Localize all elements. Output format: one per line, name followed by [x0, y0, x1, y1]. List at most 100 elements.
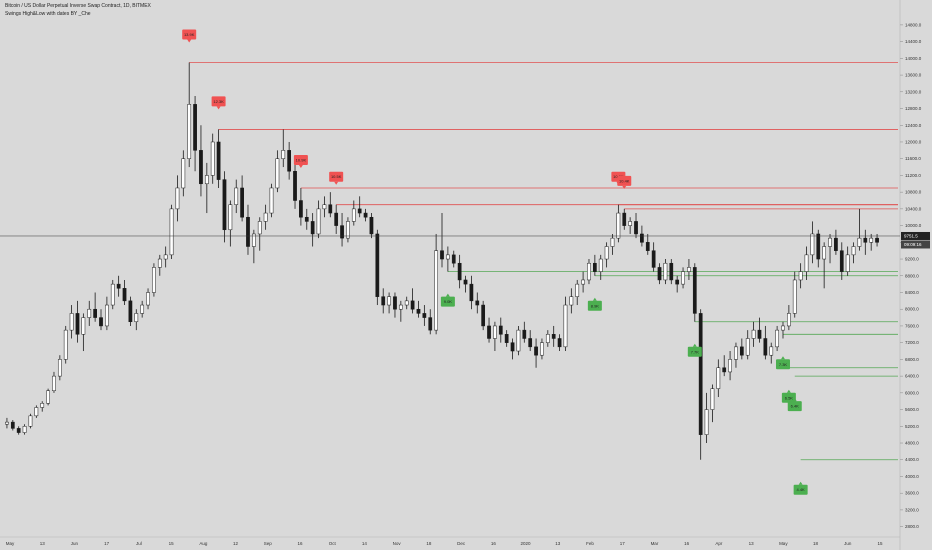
candle-body [581, 279, 585, 285]
candle-body [128, 300, 133, 323]
candle [10, 420, 15, 431]
swing-low-label: 6.4K [791, 404, 800, 409]
candle [722, 355, 727, 377]
candle-body [28, 415, 33, 427]
candle-body [281, 150, 286, 159]
candle-body [834, 237, 838, 251]
price-tick-label: 6400.0 [905, 374, 919, 379]
candle [687, 259, 691, 280]
candle [487, 317, 491, 343]
candle-body [616, 212, 621, 239]
chart-title: Bitcoin / US Dollar Perpetual Inverse Sw… [5, 3, 151, 9]
candle [75, 300, 80, 343]
candle-body [663, 262, 668, 281]
candle [469, 275, 474, 310]
candle-body [487, 325, 491, 339]
candle-body [622, 212, 627, 226]
candle-body [628, 221, 633, 226]
candle-body [592, 262, 597, 272]
candle-body [228, 204, 233, 231]
price-tick-label: 8000.0 [905, 307, 919, 312]
price-tick-label: 12000.0 [905, 139, 922, 144]
candle-body [410, 300, 415, 310]
candle-body [810, 233, 815, 256]
candle [575, 279, 580, 306]
swing-high-pointer [187, 39, 192, 43]
candle [463, 275, 468, 293]
candle-body [804, 254, 809, 272]
price-tick-label: 7200.0 [905, 340, 919, 345]
candle [592, 254, 597, 276]
current-price: 9751.5 09:09:16 [0, 231, 930, 249]
candle-body [657, 267, 662, 281]
candle-body [299, 200, 303, 218]
candle-body [275, 158, 280, 189]
price-tick-label: 13200.0 [905, 89, 922, 94]
candle-body [257, 221, 262, 235]
candle-body [240, 187, 244, 218]
candle [181, 150, 186, 197]
swing-high-pointer [334, 181, 339, 185]
candle [210, 133, 215, 184]
candle-body [416, 308, 421, 314]
candle [622, 208, 627, 230]
candle [757, 317, 762, 343]
candle-body [775, 329, 779, 348]
candle [657, 263, 662, 285]
swing-high-label: 12.3K [213, 99, 224, 104]
candle-body [610, 237, 615, 247]
candle-body [398, 304, 403, 310]
current-price-box [901, 231, 930, 240]
swing-low-box [775, 359, 790, 370]
time-tick-label: 13 [555, 541, 561, 546]
candle-body [134, 313, 139, 323]
candle-body [175, 187, 180, 210]
candle-body [22, 426, 27, 433]
candle [57, 355, 62, 381]
candle [22, 424, 27, 435]
candle [604, 242, 609, 268]
candle [545, 330, 550, 347]
candle-body [687, 267, 691, 272]
candle [110, 279, 115, 310]
swing-high-marker: 12.3K [211, 96, 226, 110]
swing-markers: 13.9K12.3K10.9K10.5K10.5K10.4K9.0K8.9K7.… [182, 29, 808, 495]
candle-body [63, 329, 68, 360]
countdown-label: 09:09:16 [904, 242, 922, 247]
candle [128, 296, 133, 326]
candle-body [110, 283, 115, 306]
price-tick-label: 14400.0 [905, 39, 922, 44]
candle-body [75, 313, 80, 335]
candle-body [263, 212, 268, 222]
time-tick-label: 18 [813, 541, 819, 546]
candle-body [322, 204, 327, 210]
candle-body [216, 141, 221, 180]
candle [787, 305, 791, 331]
candle-body [375, 233, 380, 297]
candle-body [493, 325, 497, 339]
candle-body [140, 304, 145, 314]
candle-body [728, 359, 732, 373]
time-tick-label: 14 [362, 541, 368, 546]
candle-body [246, 216, 250, 247]
candle-body [57, 359, 62, 377]
swing-high-box [293, 154, 308, 165]
candle [393, 292, 397, 318]
candle [87, 300, 92, 326]
candle-body [287, 150, 292, 172]
candle [257, 217, 262, 251]
candle [369, 213, 374, 239]
time-tick-label: 12 [233, 541, 239, 546]
candle-body [839, 250, 844, 272]
swing-low-label: 7.7K [691, 349, 700, 354]
time-tick-label: Jun [71, 541, 79, 546]
candle [769, 342, 774, 364]
candle-body [440, 250, 444, 260]
candle-body [563, 304, 568, 348]
candle-body [751, 329, 756, 339]
candle-body [828, 237, 832, 247]
swing-low-marker: 7.3K [775, 356, 790, 370]
candle [716, 359, 721, 398]
time-tick-label: 16 [491, 541, 497, 546]
